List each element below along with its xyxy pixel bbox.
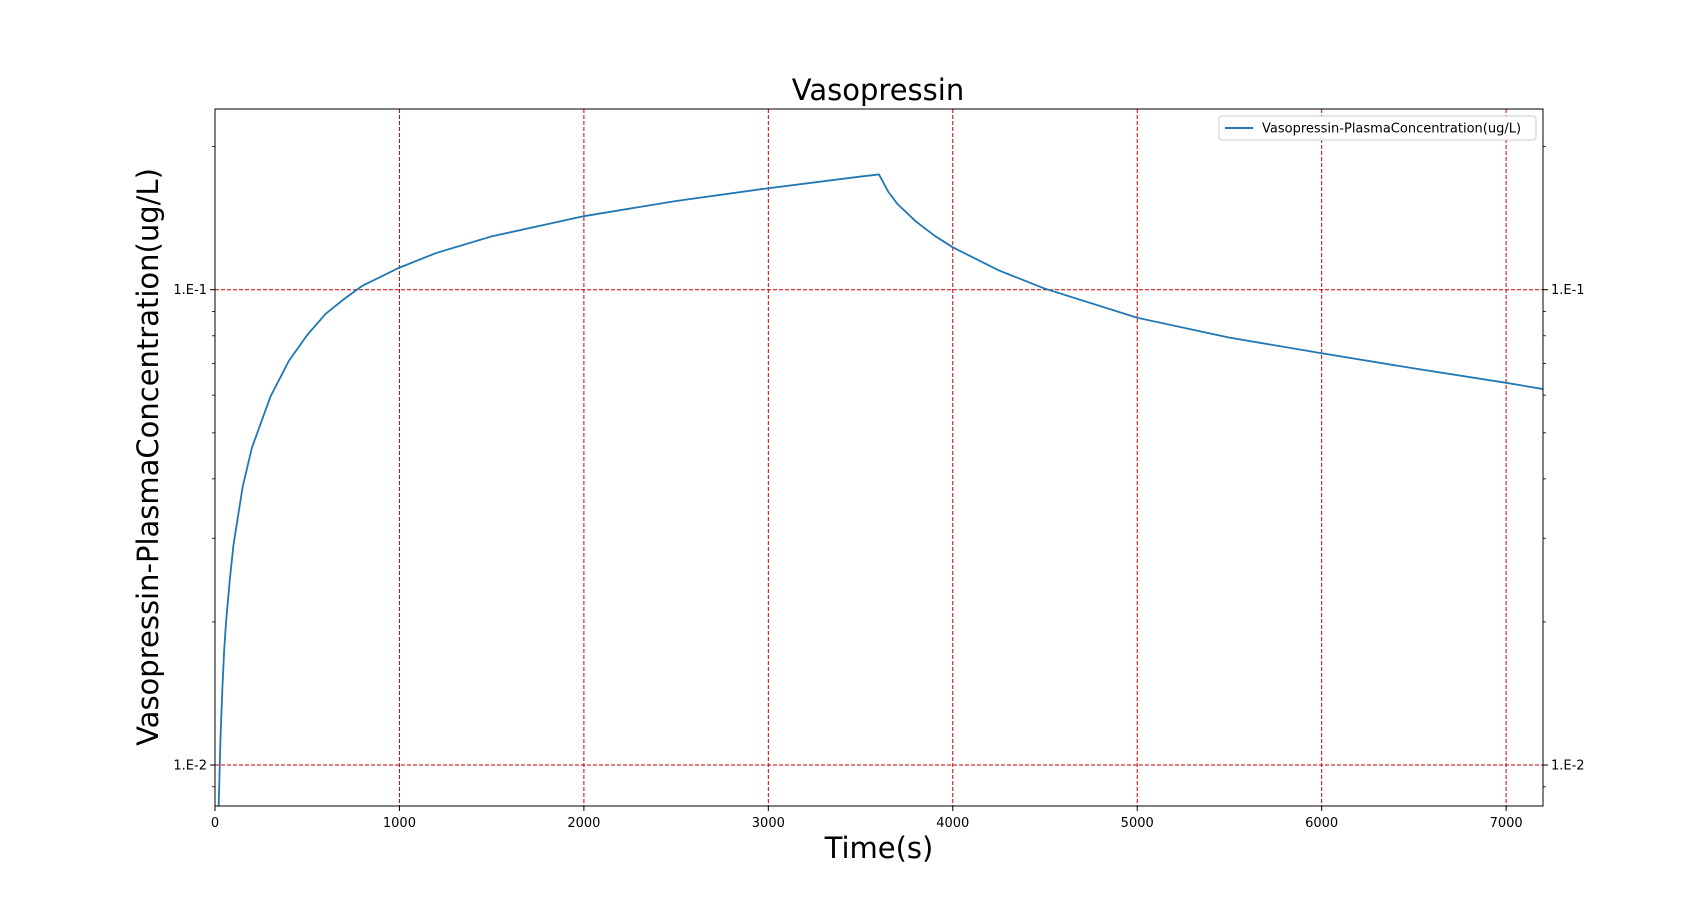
series-line-0 bbox=[217, 173, 1543, 806]
series-layer bbox=[217, 173, 1543, 806]
x-tick-label: 5000 bbox=[1121, 816, 1154, 831]
x-tick-label: 7000 bbox=[1490, 816, 1523, 831]
legend-label: Vasopressin-PlasmaConcentration(ug/L) bbox=[1262, 122, 1521, 137]
y-tick-label: 1.E-1 bbox=[173, 283, 207, 298]
x-tick-label: 4000 bbox=[936, 816, 969, 831]
x-tick-label: 6000 bbox=[1305, 816, 1338, 831]
legend-box bbox=[1218, 115, 1537, 141]
x-axis-title: Time(s) bbox=[824, 831, 934, 865]
y-axis-title: Vasopressin-PlasmaConcentration(ug/L) bbox=[131, 168, 165, 746]
legend: Vasopressin-PlasmaConcentration(ug/L) bbox=[1218, 115, 1537, 141]
y-tick-label-right: 1.E-1 bbox=[1551, 283, 1585, 298]
x-tick-label: 2000 bbox=[567, 816, 600, 831]
grid bbox=[215, 109, 1543, 806]
ticks: 0 1000 2000 3000 4000 5000 6000 7000 1.E-2 1.E-2 1… bbox=[173, 283, 1584, 831]
y-tick-label-right: 1.E-2 bbox=[1551, 759, 1585, 774]
plot-frame bbox=[214, 108, 1544, 807]
x-tick-label: 3000 bbox=[752, 816, 785, 831]
y-tick-label: 1.E-2 bbox=[173, 759, 207, 774]
chart-title: Vasopressin bbox=[792, 73, 964, 107]
x-tick-label: 0 bbox=[211, 816, 219, 831]
x-tick-label: 1000 bbox=[383, 816, 416, 831]
